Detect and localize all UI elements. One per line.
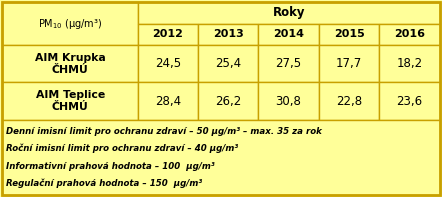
Bar (319, 45, 379, 83)
Text: 22,8: 22,8 (336, 95, 362, 108)
Bar (319, 83, 379, 120)
Bar (379, 45, 440, 83)
Bar (138, 2, 440, 24)
Bar (258, 45, 319, 83)
Bar (258, 83, 319, 120)
Bar (198, 83, 258, 120)
Bar (198, 45, 258, 83)
Text: 24,5: 24,5 (155, 57, 181, 70)
Bar (319, 24, 379, 45)
Text: 18,2: 18,2 (396, 57, 423, 70)
Text: 26,2: 26,2 (215, 95, 241, 108)
Bar (138, 45, 198, 83)
Text: AIM Teplice
ČHMÚ: AIM Teplice ČHMÚ (35, 90, 105, 112)
Text: 30,8: 30,8 (276, 95, 301, 108)
Bar (258, 24, 319, 45)
Text: 23,6: 23,6 (396, 95, 423, 108)
Bar (198, 24, 258, 45)
Text: Roky: Roky (273, 6, 305, 19)
Text: Roční imisní limit pro ochranu zdraví – 40 μg/m³: Roční imisní limit pro ochranu zdraví – … (6, 144, 238, 153)
Text: Regulační prahová hodnota – 150  μg/m³: Regulační prahová hodnota – 150 μg/m³ (6, 179, 202, 188)
Text: AIM Krupka
ČHMÚ: AIM Krupka ČHMÚ (35, 53, 106, 75)
Bar (379, 24, 440, 45)
Text: PM$_{10}$ (μg/m³): PM$_{10}$ (μg/m³) (38, 17, 102, 31)
Bar (138, 83, 198, 120)
Bar (2, 120, 440, 195)
Text: Denní imisní limit pro ochranu zdraví – 50 μg/m³ – max. 35 za rok: Denní imisní limit pro ochranu zdraví – … (6, 127, 322, 136)
Text: 2014: 2014 (273, 29, 304, 39)
Bar (379, 83, 440, 120)
Text: 17,7: 17,7 (336, 57, 362, 70)
Text: 2015: 2015 (334, 29, 364, 39)
Text: 2013: 2013 (213, 29, 244, 39)
Bar (2, 45, 138, 83)
Text: Informativní prahová hodnota – 100  μg/m³: Informativní prahová hodnota – 100 μg/m³ (6, 162, 214, 171)
Text: 28,4: 28,4 (155, 95, 181, 108)
Text: 2012: 2012 (152, 29, 183, 39)
Bar (2, 2, 138, 45)
Text: 27,5: 27,5 (275, 57, 301, 70)
Text: 2016: 2016 (394, 29, 425, 39)
Bar (2, 83, 138, 120)
Bar (138, 24, 198, 45)
Text: 25,4: 25,4 (215, 57, 241, 70)
